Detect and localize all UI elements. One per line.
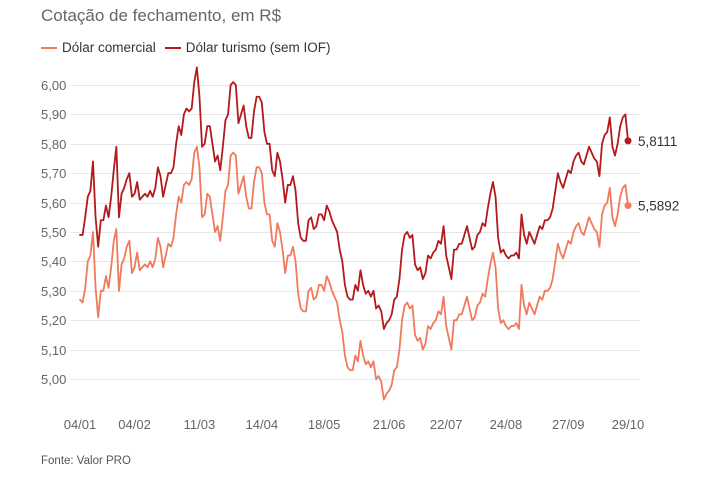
y-axis-ticks: 5,00 5,10 5,20 5,30 5,40 5,50 5,60 5,70 5,80 5,90… — [41, 78, 66, 387]
grid-layer — [71, 85, 640, 380]
x-tick-label: 18/05 — [308, 417, 341, 432]
legend-item-turismo: Dólar turismo (sem IOF) — [164, 40, 331, 55]
y-tick-label: 5,70 — [41, 166, 66, 181]
x-tick-label: 24/08 — [490, 417, 523, 432]
y-tick-label: 5,50 — [41, 225, 66, 240]
endpoint-label-turismo: 5,8111 — [638, 134, 677, 149]
y-tick-label: 5,20 — [41, 313, 66, 328]
x-tick-label: 22/07 — [430, 417, 463, 432]
y-tick-label: 6,00 — [41, 78, 66, 93]
legend-label-comercial: Dólar comercial — [62, 40, 156, 55]
legend-label-turismo: Dólar turismo (sem IOF) — [185, 40, 331, 55]
endpoint-label-comercial: 5,5892 — [638, 199, 679, 214]
series-layer — [79, 66, 629, 401]
y-tick-label: 5,10 — [41, 343, 66, 358]
legend-swatch-turismo — [164, 46, 181, 49]
x-tick-label: 29/10 — [612, 417, 645, 432]
chart-title: Cotação de fechamento, em R$ — [41, 6, 282, 25]
x-tick-label: 04/02 — [118, 417, 151, 432]
x-tick-label: 14/04 — [246, 417, 279, 432]
x-tick-label: 04/01 — [64, 417, 97, 432]
y-tick-label: 5,30 — [41, 284, 66, 299]
series-line-turismo — [79, 66, 629, 330]
y-tick-label: 5,60 — [41, 196, 66, 211]
legend-item-comercial: Dólar comercial — [41, 40, 156, 55]
legend-swatch-comercial — [41, 46, 57, 49]
series-line-comercial — [79, 145, 629, 401]
endpoint-marker-comercial — [624, 202, 632, 210]
x-tick-label: 27/09 — [552, 417, 585, 432]
endpoint-marker-turismo — [624, 137, 632, 145]
endpoint-layer: 5,5892 5,8111 — [624, 134, 679, 214]
y-tick-label: 5,00 — [41, 372, 66, 387]
chart-legend: Dólar comercial Dólar turismo (sem IOF) — [41, 40, 340, 55]
x-tick-label: 11/03 — [184, 417, 216, 432]
y-tick-label: 5,40 — [41, 254, 66, 269]
source-note: Fonte: Valor PRO — [41, 455, 131, 467]
y-tick-label: 5,90 — [41, 107, 66, 122]
x-tick-label: 21/06 — [373, 417, 406, 432]
y-tick-label: 5,80 — [41, 137, 66, 152]
x-axis-ticks: 04/01 04/02 11/03 14/04 18/05 21/06 22/07 24/08… — [64, 417, 645, 432]
